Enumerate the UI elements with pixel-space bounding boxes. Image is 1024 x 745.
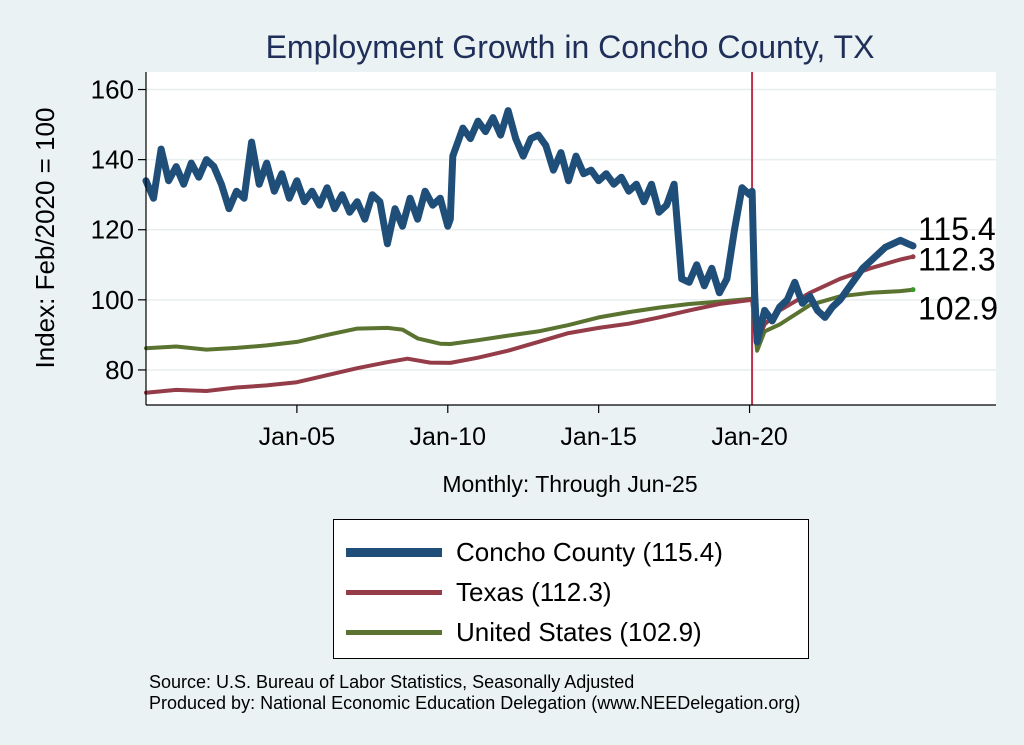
legend-swatch xyxy=(346,629,442,635)
y-tick-label: 140 xyxy=(91,145,134,175)
series-line-2 xyxy=(144,287,915,353)
x-tick-label: Jan-15 xyxy=(560,423,636,451)
x-tick-label: Jan-20 xyxy=(711,423,787,451)
legend: Concho County (115.4) Texas (112.3) United… xyxy=(333,519,809,659)
legend-item: United States (102.9) xyxy=(334,614,808,654)
y-tick-label: 120 xyxy=(91,215,134,245)
plot-area xyxy=(146,72,996,405)
x-axis-label: Monthly: Through Jun-25 xyxy=(442,471,697,497)
y-tick-label: 160 xyxy=(91,75,134,105)
legend-swatch xyxy=(346,547,442,557)
y-tick-label: 80 xyxy=(105,355,134,385)
line-chart: Employment Growth in Concho County, TX 1… xyxy=(30,29,998,497)
legend-swatch xyxy=(346,589,442,595)
x-tick-label: Jan-05 xyxy=(259,423,335,451)
series-end-point xyxy=(910,243,916,249)
series-end-label: 115.4 xyxy=(918,211,996,247)
legend-label: Concho County (115.4) xyxy=(456,537,723,567)
legend-label: Texas (112.3) xyxy=(456,577,612,607)
series-end-label: 112.3 xyxy=(918,242,996,278)
gridlines xyxy=(146,88,996,371)
produced-by-line: Produced by: National Economic Education… xyxy=(149,693,801,713)
series-end-point xyxy=(910,287,916,293)
x-tick-label: Jan-10 xyxy=(410,423,486,451)
source-line: Source: U.S. Bureau of Labor Statistics,… xyxy=(149,672,635,692)
y-axis-label: Index: Feb/2020 = 100 xyxy=(30,108,60,369)
chart-title: Employment Growth in Concho County, TX xyxy=(266,29,875,65)
source-note: Source: U.S. Bureau of Labor Statistics,… xyxy=(149,672,800,714)
x-tick-labels: Jan-05 Jan-10 Jan-15 Jan-20 xyxy=(259,423,788,451)
legend-item: Concho County (115.4) xyxy=(334,534,808,574)
legend-label: United States (102.9) xyxy=(456,617,702,647)
series-end-point xyxy=(910,254,916,260)
y-tick-labels: 80 100 120 140 160 xyxy=(91,75,134,385)
series-line-0 xyxy=(142,107,917,346)
series-lines xyxy=(142,107,917,395)
axes xyxy=(138,72,996,413)
series-line-1 xyxy=(144,254,915,395)
y-tick-label: 100 xyxy=(91,285,134,315)
legend-item: Texas (112.3) xyxy=(334,574,808,614)
series-end-label: 102.9 xyxy=(918,291,998,327)
